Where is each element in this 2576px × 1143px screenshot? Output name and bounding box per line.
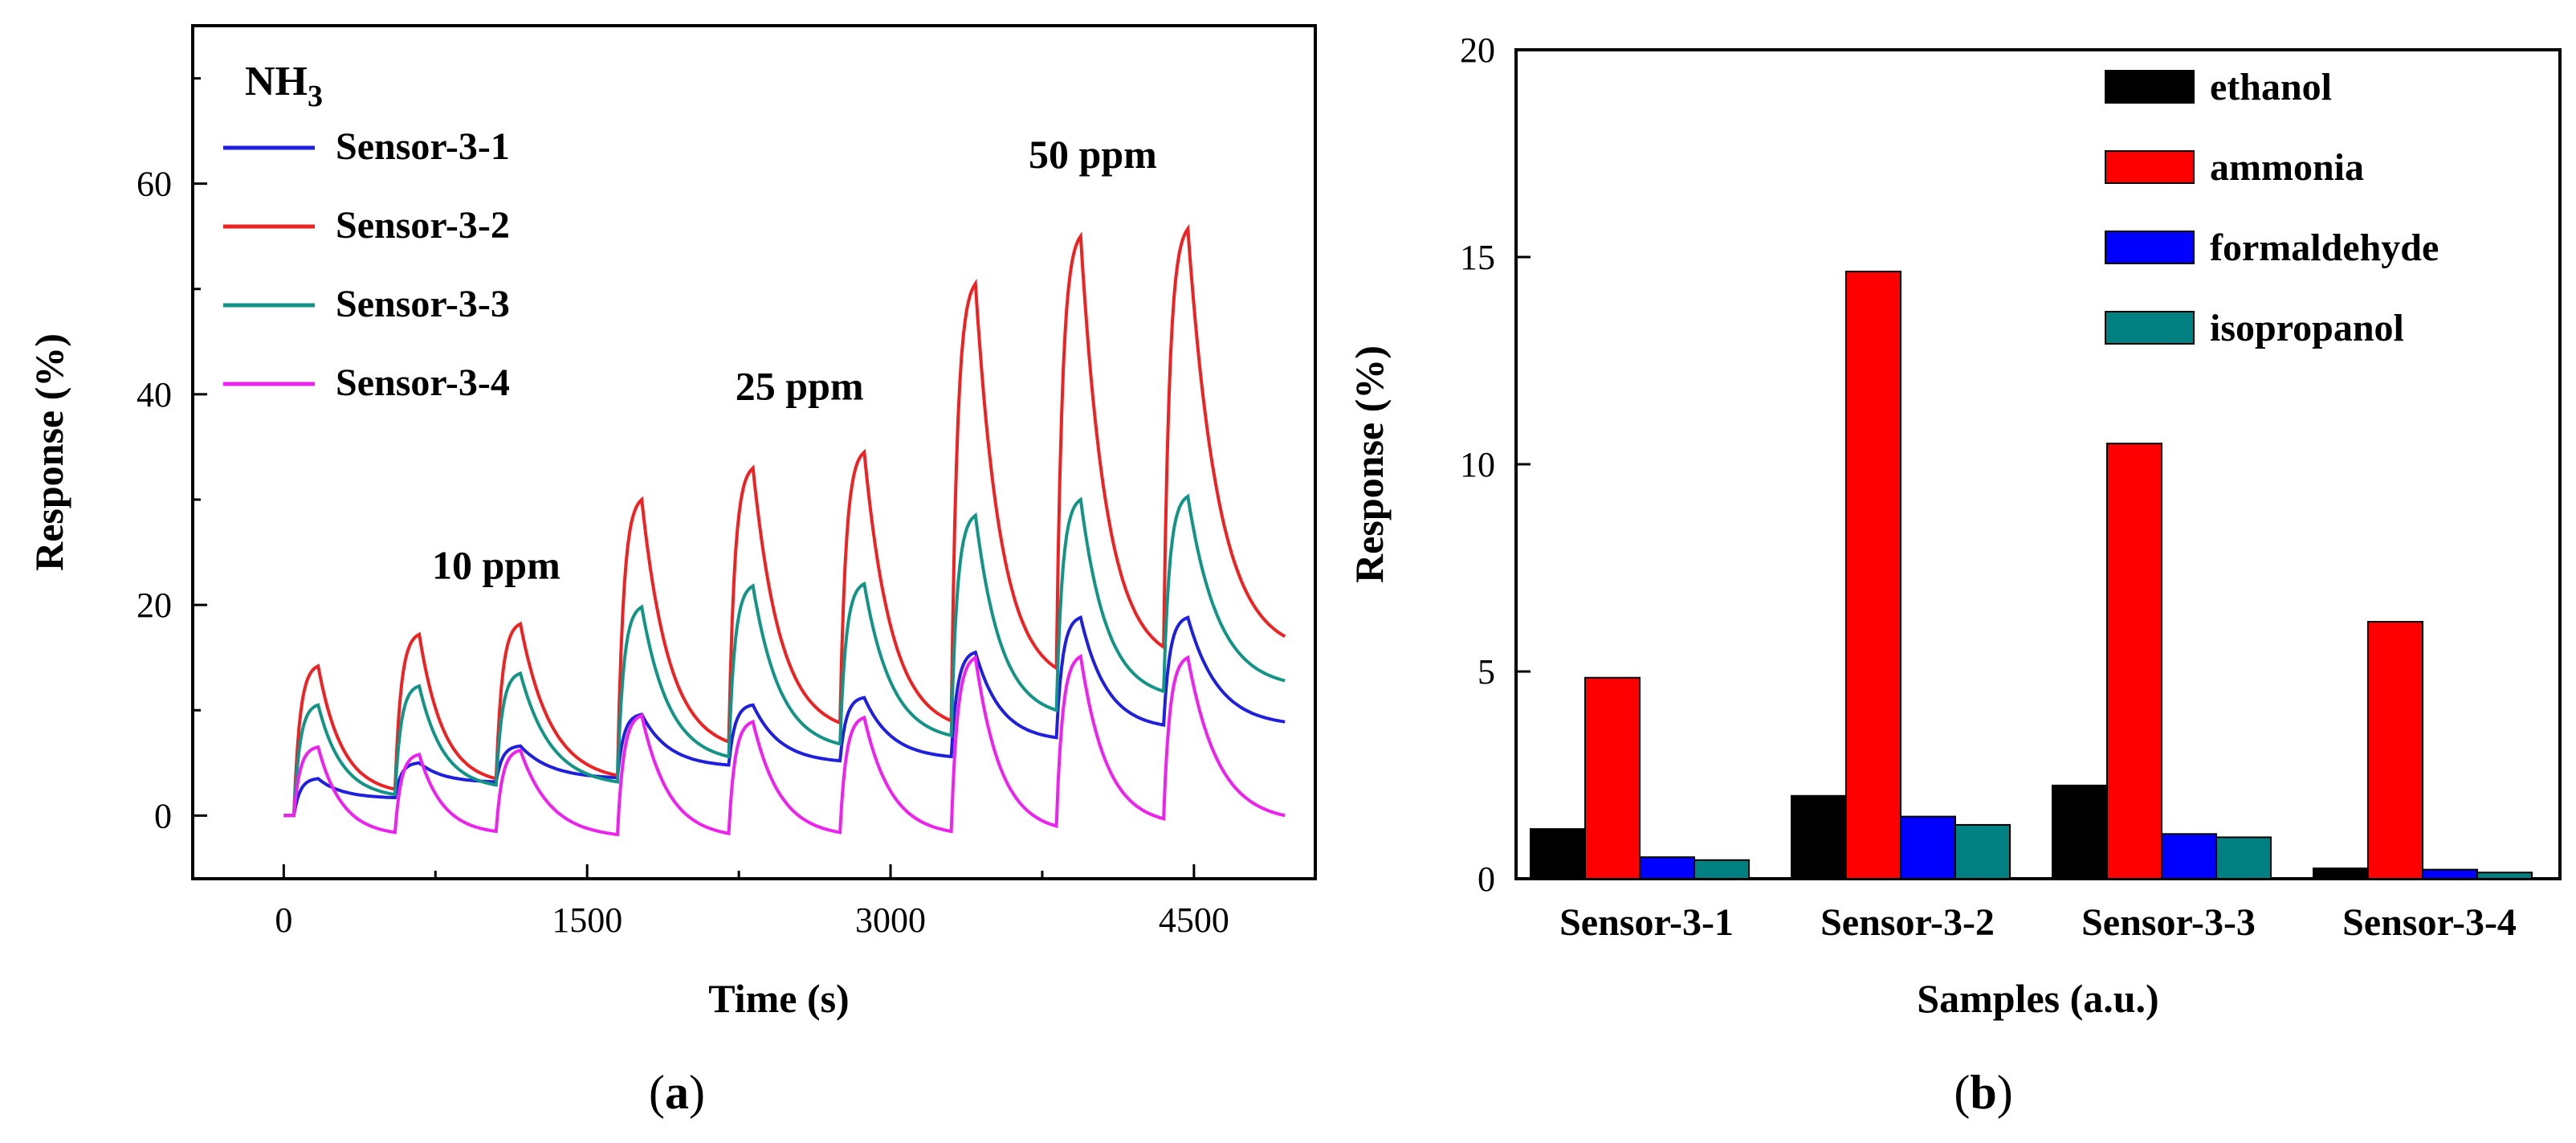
bar-isopropanol-sensor-3-2 [1954,823,2011,880]
bar-ammonia-sensor-3-3 [2106,443,2162,880]
category-label-sensor-3-2: Sensor-3-2 [1820,901,1995,944]
panel-b-legend: ethanol ammonia formaldehyde isopropanol [2105,66,2439,349]
bar-ethanol-sensor-3-3 [2052,784,2108,880]
panel-b-caption: (b) [1954,1066,2012,1119]
legend-label-sensor-3-3: Sensor-3-3 [336,283,510,325]
bar-ammonia-sensor-3-4 [2367,621,2423,880]
panel-b-y-tick-label: 15 [1460,238,1495,277]
panel-a-y-tick-label: 20 [137,586,172,625]
panel-a-series [283,224,1286,837]
bar-formaldehyde-sensor-3-2 [1900,815,1956,880]
panel-b-category-labels: Sensor-3-1 Sensor-3-2 Sensor-3-3 Sensor-3-4 [1559,901,2517,944]
series-line-sensor-3-2 [283,224,1286,818]
category-label-sensor-3-3: Sensor-3-3 [2081,901,2256,944]
panel-a-x-tick-label: 0 [275,900,292,940]
legend-label-ethanol: ethanol [2210,66,2332,108]
panel-a-y-tick-label: 40 [137,375,172,414]
legend-label-sensor-3-4: Sensor-3-4 [336,361,510,404]
panel-b-y-tick-label: 0 [1478,859,1495,899]
panel-a-y-tick-label: 60 [137,165,172,204]
annotation-concentration: 10 ppm [432,542,560,587]
category-label-sensor-3-1: Sensor-3-1 [1559,901,1734,944]
panel-a-y-tick-label: 0 [154,796,172,835]
bar-ethanol-sensor-3-2 [1791,794,1847,880]
panel-b-y-tick-label: 10 [1460,445,1495,484]
panel-b-y-tick-label: 20 [1460,31,1495,70]
bar-formaldehyde-sensor-3-1 [1639,856,1695,880]
bar-ammonia-sensor-3-1 [1584,676,1641,880]
panel-a-x-tick-label: 3000 [855,900,926,940]
panel-b-y-axis-title: Response (%) [1347,345,1392,583]
panel-a-legend: NH3 Sensor-3-1 Sensor-3-2 Sensor-3-3 Sensor… [223,59,510,404]
panel-a-annotations: 10 ppm 25 ppm 50 ppm [432,132,1157,587]
panel-a-y-axis-title: Response (%) [26,333,71,571]
annotation-concentration: 50 ppm [1029,132,1157,177]
bar-isopropanol-sensor-3-4 [2476,872,2533,880]
legend-swatch-ammonia [2105,150,2195,184]
panel-b-y-tick-label: 5 [1478,652,1495,692]
panel-a-x-tick-label: 4500 [1159,900,1229,940]
panel-a-plot-frame [191,24,1317,880]
bar-isopropanol-sensor-3-3 [2215,836,2272,880]
legend-label-ammonia: ammonia [2210,146,2364,189]
panel-a-caption: (a) [649,1066,705,1119]
series-line-sensor-3-3 [283,493,1286,818]
bar-formaldehyde-sensor-3-3 [2161,833,2217,880]
panel-b-bars [1530,271,2533,880]
category-label-sensor-3-4: Sensor-3-4 [2342,901,2517,944]
legend-label-sensor-3-2: Sensor-3-2 [336,204,510,247]
legend-swatch-isopropanol [2105,311,2195,345]
legend-label-sensor-3-1: Sensor-3-1 [336,125,510,168]
bar-isopropanol-sensor-3-1 [1694,859,1750,880]
bar-ammonia-sensor-3-2 [1845,271,1901,880]
panel-a-gas-label: NH3 [245,59,323,113]
panel-b-ticks: 0 5 10 15 20 [1460,31,1531,899]
legend-swatch-ethanol [2105,70,2195,104]
annotation-concentration: 25 ppm [736,363,864,408]
panel-b-x-axis-title: Samples (a.u.) [1917,976,2158,1021]
bar-ethanol-sensor-3-1 [1530,828,1586,880]
panel-a-ticks: 0 1500 3000 4500 0 20 40 60 [137,77,1229,940]
panel-a-x-axis-title: Time (s) [708,976,849,1021]
panel-a-x-tick-label: 1500 [552,900,622,940]
bar-ethanol-sensor-3-4 [2313,867,2369,880]
bar-formaldehyde-sensor-3-4 [2422,868,2478,880]
series-line-sensor-3-4 [283,654,1286,837]
legend-label-isopropanol: isopropanol [2210,307,2404,349]
series-line-sensor-3-1 [283,614,1286,818]
legend-label-formaldehyde: formaldehyde [2210,227,2439,269]
legend-swatch-formaldehyde [2105,231,2195,264]
